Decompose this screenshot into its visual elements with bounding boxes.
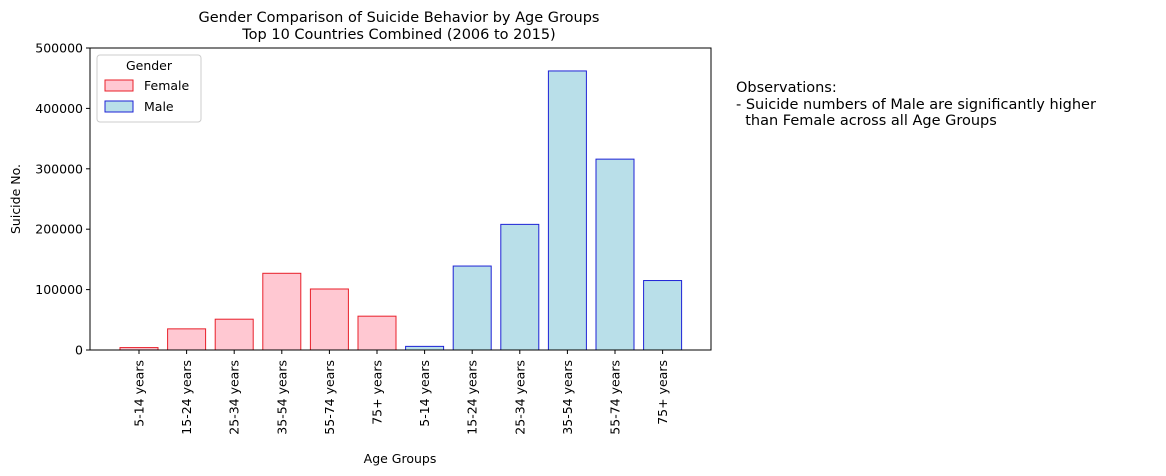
bar-female-5: [357, 315, 397, 351]
x-tick-label: 5-14 years: [417, 360, 432, 427]
x-axis-label: Age Groups: [364, 451, 437, 466]
x-tick-label: 25-34 years: [227, 360, 242, 435]
bar-male-4: [595, 158, 635, 351]
x-tick-label: 25-34 years: [512, 360, 527, 435]
bar-male-1: [452, 265, 492, 351]
legend-swatch-male: [104, 100, 134, 113]
legend-title: Gender: [126, 58, 173, 73]
x-tick-label: 75+ years: [370, 360, 385, 425]
chart-subtitle: Top 10 Countries Combined (2006 to 2015): [241, 27, 555, 43]
x-tick-label: 75+ years: [655, 360, 670, 425]
y-axis: 0 100000 200000 300000 400000 500000: [35, 41, 90, 358]
bar-chart: Gender Comparison of Suicide Behavior by…: [8, 10, 712, 466]
x-tick-label: 55-74 years: [322, 360, 337, 435]
x-tick-label: 15-24 years: [465, 360, 480, 435]
observations-line-1: - Suicide numbers of Male are significan…: [736, 96, 1096, 113]
legend-swatch-female: [104, 79, 134, 92]
x-tick-label: 35-54 years: [274, 360, 289, 435]
y-tick-label: 300000: [35, 161, 83, 176]
observations-heading: Observations:: [736, 80, 837, 96]
y-tick-label: 100000: [35, 282, 83, 297]
chart-title: Gender Comparison of Suicide Behavior by…: [199, 10, 600, 26]
bar-male-0: [405, 345, 445, 351]
legend-label-female: Female: [144, 78, 190, 93]
x-tick-label: 5-14 years: [132, 360, 147, 427]
bar-female-1: [167, 328, 207, 351]
bar-female-2: [214, 318, 254, 351]
bar-female-4: [309, 288, 349, 351]
bar-female-3: [262, 272, 302, 351]
y-tick-label: 0: [75, 343, 83, 358]
y-axis-label: Suicide No.: [8, 164, 23, 234]
legend: Gender Female Male: [96, 54, 202, 123]
observations-note: Observations: - Suicide numbers of Male a…: [736, 80, 1096, 130]
legend-label-male: Male: [144, 99, 174, 114]
x-tick-label: 15-24 years: [179, 360, 194, 435]
y-tick-label: 400000: [35, 101, 83, 116]
bars-group: [119, 70, 683, 351]
y-tick-label: 200000: [35, 222, 83, 237]
y-tick-label: 500000: [35, 41, 83, 56]
plot-frame: [89, 47, 712, 351]
bar-male-3: [547, 70, 587, 351]
x-tick-label: 35-54 years: [560, 360, 575, 435]
x-axis: 5-14 years 15-24 years 25-34 years 35-54 ye…: [132, 350, 670, 435]
observations-line-2: than Female across all Age Groups: [736, 113, 997, 129]
bar-male-5: [643, 280, 683, 351]
bar-male-2: [500, 223, 540, 351]
x-tick-label: 55-74 years: [608, 360, 623, 435]
